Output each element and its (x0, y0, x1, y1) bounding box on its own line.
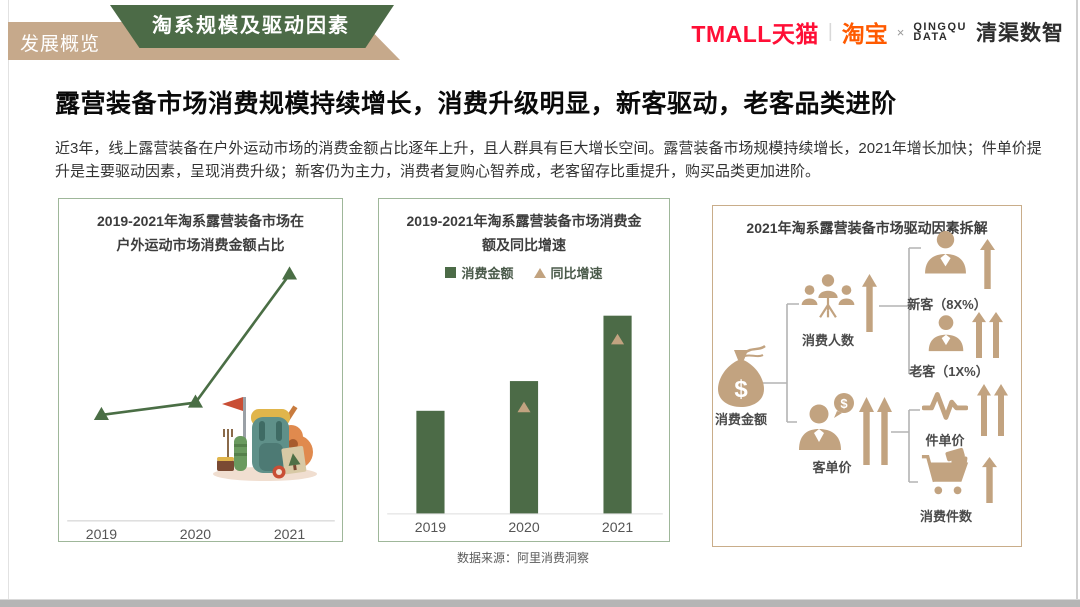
unit-price-pulse-icon (922, 392, 968, 420)
label-unit-price: 件单价 (925, 433, 965, 448)
page-title: 露营装备市场消费规模持续增长，消费升级明显，新客驱动，老客品类进阶 (55, 90, 897, 118)
legend-amount-label: 消费金额 (461, 266, 514, 281)
svg-text:2021: 2021 (274, 526, 305, 541)
chart2-legend: 消费金额 同比增速 (379, 263, 669, 282)
chart2-title: 2019-2021年淘系露营装备市场消费金 额及同比增速 (379, 210, 669, 258)
svg-text:2019: 2019 (415, 519, 446, 535)
section-label: 发展概览 (20, 34, 101, 55)
legend-square-swatch (445, 267, 457, 278)
svg-text:2019: 2019 (86, 526, 117, 541)
svg-text:2020: 2020 (180, 526, 211, 541)
label-items-count: 消费件数 (919, 509, 972, 524)
qingqu-logo-line2: DATA (913, 31, 949, 43)
panel-amount-bar-chart: 2019-2021年淘系露营装备市场消费金 额及同比增速 消费金额 同比增速 2… (378, 198, 670, 542)
arrows-up-returning-customer (972, 312, 1003, 358)
svg-text:2020: 2020 (508, 519, 539, 535)
label-total-amount: 消费金额 (714, 412, 767, 427)
chart2-title-line1: 2019-2021年淘系露营装备市场消费金 (406, 213, 642, 229)
svg-text:$: $ (840, 396, 848, 411)
page-right-border (1076, 0, 1078, 600)
diagram-connectors (763, 247, 925, 483)
qingqu-logo-line1: QINGQU (913, 21, 967, 33)
panel-occupancy-line-chart: 2019-2021年淘系露营装备市场在 户外运动市场消费金额占比 2019 202… (58, 198, 343, 542)
camping-gear-illustration (213, 397, 317, 481)
arrow-up-items-count (982, 457, 997, 503)
returning-customer-icon (928, 315, 964, 352)
label-new-customer: 新客（8X%） (907, 297, 987, 312)
chart1-title: 2019-2021年淘系露营装备市场在 户外运动市场消费金额占比 (59, 210, 342, 258)
arrows-up-avg-spend (859, 397, 892, 465)
page-left-border (8, 0, 9, 600)
diagram-title: 2021年淘系露营装备市场驱动因素拆解 (746, 220, 988, 236)
logo-cross: × (896, 24, 905, 40)
taobao-logo: 淘宝 (841, 21, 888, 47)
label-returning-customer: 老客（1X%） (909, 364, 989, 379)
summary-text: 近3年，线上露营装备在户外运动市场的消费金额占比逐年上升，且人群具有巨大增长空间… (55, 140, 1042, 181)
arrow-up-consumer-count (862, 274, 877, 332)
label-consumer-count: 消费人数 (801, 333, 854, 348)
qingqu-data-logo: QINGQU DATA (913, 21, 967, 43)
tmall-logo: TMALL天猫 (691, 21, 819, 47)
qingqu-name: 清渠数智 (976, 22, 1064, 45)
label-avg-spend: 客单价 (812, 460, 852, 475)
people-group-icon (801, 274, 855, 318)
fork-icon (223, 429, 233, 459)
backpack-icon (251, 409, 290, 473)
money-bag-icon: $ (718, 344, 766, 407)
legend-growth-label: 同比增速 (550, 266, 603, 281)
amount-bar-chart: 2019 2020 2021 (387, 315, 663, 535)
legend-item-growth: 同比增速 (533, 263, 603, 282)
legend-item-amount: 消费金额 (445, 263, 514, 282)
logo-divider: | (827, 21, 833, 42)
person-dollar-icon: $ (799, 393, 854, 450)
page-bottom-bar (0, 599, 1080, 607)
chart1-title-line2: 户外运动市场消费金额占比 (116, 236, 285, 253)
new-customer-icon (925, 231, 966, 274)
brand-logos: TMALL天猫 | 淘宝 × QINGQU DATA 清渠数智 (691, 14, 1064, 50)
legend-triangle-swatch (533, 267, 546, 278)
data-source-note: 数据来源：阿里消费洞察 (456, 551, 589, 565)
map-patch-icon (281, 446, 307, 475)
panel-driver-diagram: 2021年淘系露营装备市场驱动因素拆解 $ 消费金额 消费人 (712, 205, 1022, 547)
chart1-title-line1: 2019-2021年淘系露营装备市场在 (97, 213, 304, 229)
topic-banner: 淘系规模及驱动因素 (110, 5, 394, 48)
arrow-up-new-customer (980, 239, 995, 289)
svg-text:$: $ (734, 376, 748, 403)
chart2-title-line2: 额及同比增速 (482, 236, 566, 253)
cart-icon (921, 447, 969, 495)
svg-text:2021: 2021 (602, 519, 633, 535)
arrows-up-unit-price (977, 384, 1008, 436)
occupancy-line-chart: 2019 2020 2021 (67, 266, 335, 541)
